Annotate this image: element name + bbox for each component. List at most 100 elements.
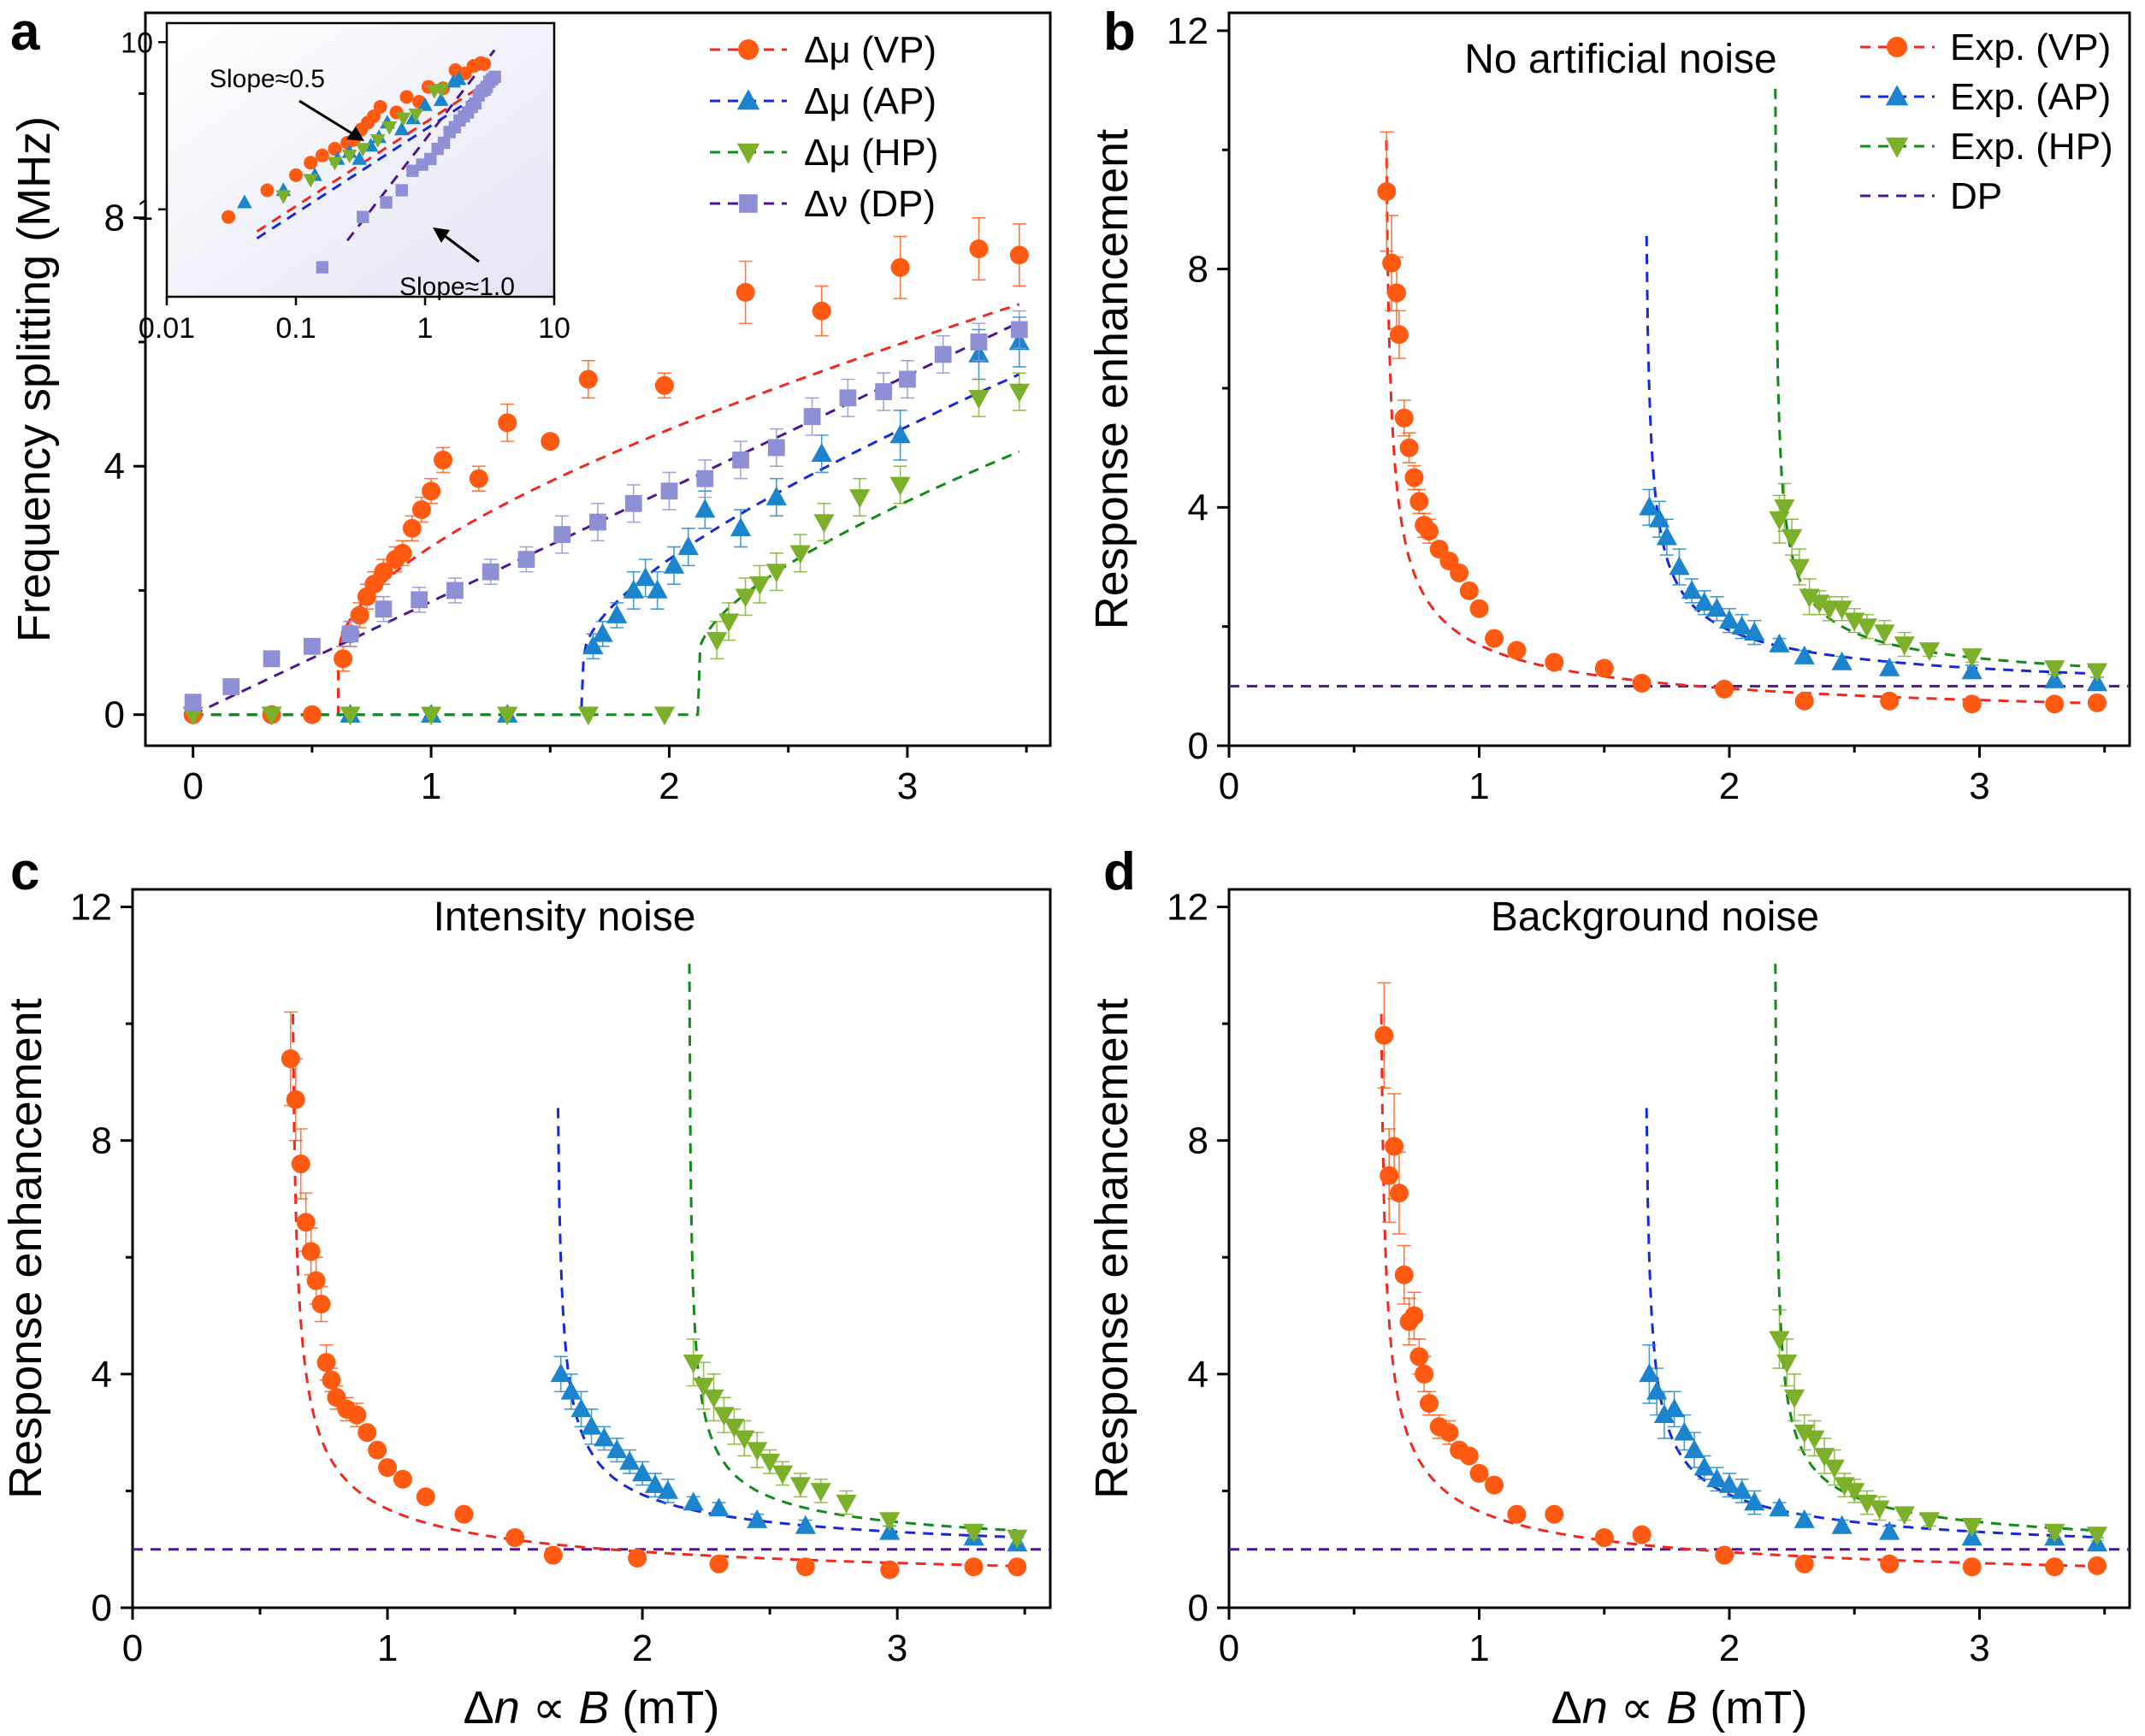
data-point-dp [624,494,642,512]
data-point-vp [1632,1525,1652,1544]
data-point-vp [1420,522,1439,541]
data-point-vp [505,1528,525,1548]
data-point-ap [1879,1520,1900,1540]
data-point-ap [644,1473,666,1493]
inset-point-hp [327,156,343,171]
data-point-dp [803,408,821,425]
data-point-ap [570,1398,592,1418]
data-point-vp [498,413,517,433]
y-axis-label: Response enhancement [1086,998,1138,1498]
data-point-ap [581,1415,602,1435]
y-tick-label: 8 [92,1120,112,1162]
plot-frame [131,888,1052,1609]
data-point-dp [517,551,535,569]
data-point-ap [889,424,911,444]
data-point-ap [1693,592,1715,611]
legend-marker-hp [736,143,760,164]
data-point-vp [1385,1137,1404,1156]
y-tick-label: 12 [1167,886,1208,928]
data-point-hp [747,1442,768,1461]
data-point-vp [322,1370,341,1390]
inset-point-ap [417,97,433,111]
x-tick-label: 3 [887,1627,907,1669]
inset-annotation: Slope≈0.5 [210,65,325,93]
data-point-ap [1769,1497,1790,1517]
data-point-vp [736,282,755,302]
data-point-hp [706,632,728,652]
data-point-vp [1386,283,1406,303]
y-tick-label: 4 [104,446,125,487]
inset-point-hp [275,190,292,204]
data-point-hp [1793,1424,1815,1444]
data-point-hp [813,514,835,534]
data-point-dp [222,678,240,695]
data-point-ap [708,1497,730,1517]
inset-point-vp [373,99,387,114]
y-axis-label: Frequency splitting (MHz) [9,116,60,642]
data-point-vp [302,705,322,724]
data-point-hp [789,1477,812,1497]
data-point-vp [1794,1554,1814,1574]
panel-label-b: b [1103,3,1136,62]
data-point-vp [1485,1475,1504,1495]
data-point-dp [482,563,499,581]
data-point-ap [1653,1403,1675,1423]
data-point-vp [1962,1557,1982,1577]
fit-line-ap [192,373,1020,717]
panel-title: Intensity noise [434,895,696,940]
data-point-ap [594,1427,615,1447]
inset-annotation: Slope≈1.0 [399,273,515,301]
data-point-vp [1507,641,1527,660]
data-point-vp [1632,673,1652,693]
data-point-dp [446,582,464,599]
inset-point-dp [437,136,451,150]
data-point-hp [261,706,282,726]
legend-marker-ap [736,89,760,110]
data-point-dp [589,513,606,531]
data-point-hp [1856,618,1877,638]
data-point-vp [812,301,831,321]
inset-point-vp [260,183,275,198]
data-point-ap [1706,1468,1728,1488]
inset-point-hp [303,174,319,188]
fit-line-hp [1774,88,2097,669]
fit-line-ap [557,1107,1017,1538]
data-point-hp [182,706,204,726]
inset-point-dp [406,164,419,177]
data-point-ap [747,1509,768,1528]
data-point-ap [1683,1438,1705,1458]
data-point-dp [553,526,571,543]
data-point-ap [1681,580,1703,599]
inset-point-hp [395,112,411,127]
data-point-vp [890,257,910,277]
data-point-ap [632,1462,653,1482]
panel-title: Background noise [1491,895,1819,940]
inset-point-hp [408,108,424,122]
data-point-vp [578,369,598,389]
x-tick-label: 1 [421,765,441,807]
data-point-vp [286,1089,305,1109]
data-point-hp [577,706,599,726]
x-tick-label: 3 [1969,1627,1989,1669]
y-tick-label: 12 [1167,10,1208,52]
data-point-vp [347,1405,367,1425]
data-point-dp [263,650,281,668]
y-tick-label: 0 [92,1587,112,1629]
data-point-hp [749,576,771,595]
data-point-vp [1389,1184,1409,1203]
data-point-dp [184,694,202,712]
inset-y-tick-label: 1 [137,194,153,227]
data-point-vp [1880,1554,1900,1574]
inset-point-vp [289,168,303,182]
inset-point-hp [381,121,398,135]
inset-point-ap [237,194,252,209]
plot-frame [1227,11,2131,747]
data-point-vp [378,1458,398,1478]
data-point-vp [1469,1463,1489,1483]
inset-fit-dp [346,49,496,242]
data-point-vp [434,450,453,469]
inset-x-tick-label: 1 [417,312,434,345]
data-point-vp [301,1242,321,1261]
y-axis-label: Response enhancement [0,998,51,1498]
